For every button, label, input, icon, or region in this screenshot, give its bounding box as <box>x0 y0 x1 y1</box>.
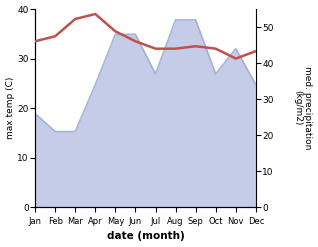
Y-axis label: med. precipitation
(kg/m2): med. precipitation (kg/m2) <box>293 66 313 150</box>
Y-axis label: max temp (C): max temp (C) <box>5 77 15 139</box>
X-axis label: date (month): date (month) <box>107 231 184 242</box>
